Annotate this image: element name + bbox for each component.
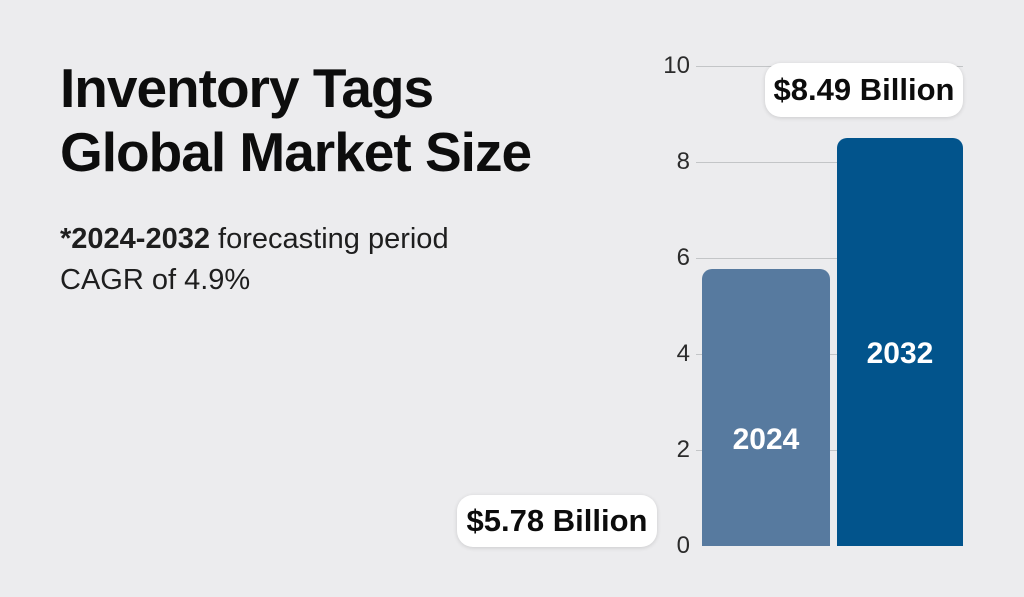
y-tick-label-2: 2 (676, 436, 690, 463)
y-axis-tick-labels: 0 2 4 6 8 10 (630, 52, 690, 559)
y-tick-label-4: 4 (676, 340, 690, 367)
y-tick-label-10: 10 (663, 52, 690, 79)
gridline-y6 (696, 257, 963, 259)
page-title-line1: Inventory Tags (60, 57, 434, 119)
value-callout-2024: $5.78 Billion (457, 495, 657, 547)
page-title: Inventory Tags Global Market Size (60, 56, 532, 184)
value-callout-2032: $8.49 Billion (765, 63, 963, 117)
y-tick-label-6: 6 (676, 244, 690, 271)
plot-area: 2024 2032 (696, 65, 963, 546)
bar-2024 (702, 269, 830, 546)
bar-2032 (837, 138, 963, 546)
bar-label-2024: 2024 (732, 423, 800, 456)
cagr-line: CAGR of 4.9% (60, 264, 251, 296)
bar-label-2032: 2032 (866, 337, 934, 370)
y-tick-label-0: 0 (676, 532, 690, 559)
forecast-period-text: forecasting period (209, 223, 449, 255)
y-tick-label-8: 8 (676, 148, 690, 175)
gridline-y8 (696, 161, 963, 163)
forecast-period-range: *2024-2032 (60, 223, 210, 255)
forecast-period-line: *2024-2032 forecasting period (60, 219, 449, 260)
bar-chart: 0 2 4 6 8 10 2024 2032 (630, 52, 963, 559)
page-title-line2: Global Market Size (60, 121, 532, 183)
subtitle: *2024-2032 forecasting period CAGR of 4.… (60, 219, 449, 301)
